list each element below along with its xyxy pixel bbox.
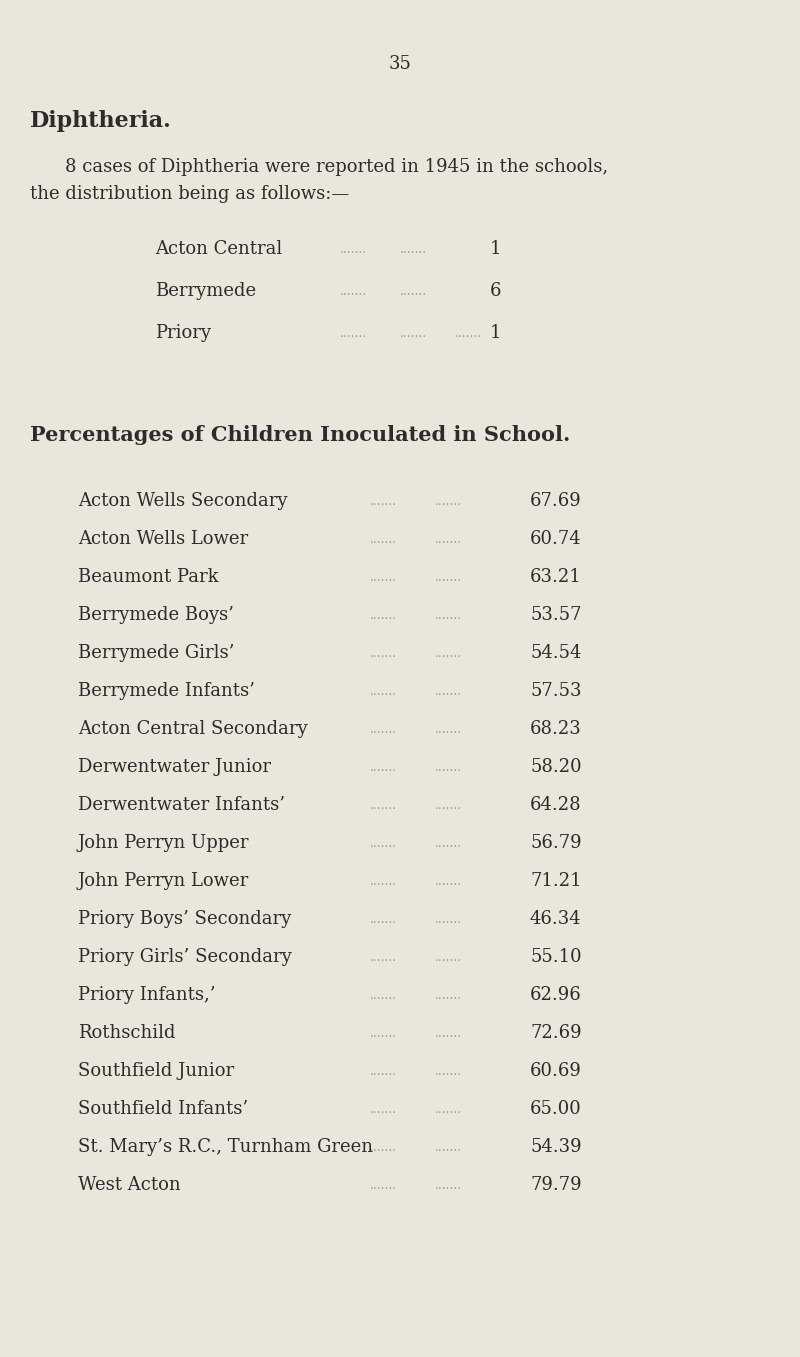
Text: .......: ....... [435,913,462,925]
Text: .......: ....... [370,1103,397,1115]
Text: St. Mary’s R.C., Turnham Green: St. Mary’s R.C., Turnham Green [78,1139,373,1156]
Text: 53.57: 53.57 [530,607,582,624]
Text: .......: ....... [435,495,462,508]
Text: .......: ....... [400,243,427,256]
Text: Southfield Junior: Southfield Junior [78,1063,234,1080]
Text: Berrymede Boys’: Berrymede Boys’ [78,607,234,624]
Text: 6: 6 [490,282,502,300]
Text: .......: ....... [370,723,397,735]
Text: .......: ....... [370,951,397,963]
Text: .......: ....... [370,913,397,925]
Text: .......: ....... [435,533,462,546]
Text: .......: ....... [370,685,397,697]
Text: .......: ....... [370,761,397,773]
Text: .......: ....... [400,285,427,299]
Text: .......: ....... [370,1141,397,1153]
Text: 60.69: 60.69 [530,1063,582,1080]
Text: .......: ....... [370,799,397,811]
Text: 72.69: 72.69 [530,1025,582,1042]
Text: Berrymede: Berrymede [155,282,256,300]
Text: John Perryn Lower: John Perryn Lower [78,873,250,890]
Text: .......: ....... [370,647,397,660]
Text: Acton Central Secondary: Acton Central Secondary [78,721,308,738]
Text: Diphtheria.: Diphtheria. [30,110,172,132]
Text: 1: 1 [490,324,502,342]
Text: Beaumont Park: Beaumont Park [78,569,218,586]
Text: .......: ....... [435,837,462,849]
Text: 8 cases of Diphtheria were reported in 1945 in the schools,: 8 cases of Diphtheria were reported in 1… [65,157,608,176]
Text: 71.21: 71.21 [530,873,582,890]
Text: Derwentwater Junior: Derwentwater Junior [78,759,271,776]
Text: .......: ....... [435,989,462,1001]
Text: 35: 35 [389,56,411,73]
Text: Priory Boys’ Secondary: Priory Boys’ Secondary [78,911,291,928]
Text: .......: ....... [340,243,367,256]
Text: .......: ....... [370,1179,397,1191]
Text: Acton Wells Lower: Acton Wells Lower [78,531,248,548]
Text: 46.34: 46.34 [530,911,582,928]
Text: 67.69: 67.69 [530,493,582,510]
Text: .......: ....... [435,1179,462,1191]
Text: Acton Central: Acton Central [155,240,282,258]
Text: .......: ....... [340,327,367,341]
Text: Berrymede Girls’: Berrymede Girls’ [78,645,234,662]
Text: .......: ....... [435,875,462,887]
Text: 56.79: 56.79 [530,835,582,852]
Text: Rothschild: Rothschild [78,1025,175,1042]
Text: .......: ....... [435,1065,462,1077]
Text: Priory Infants,’: Priory Infants,’ [78,987,216,1004]
Text: 65.00: 65.00 [530,1101,582,1118]
Text: .......: ....... [435,571,462,584]
Text: .......: ....... [370,495,397,508]
Text: .......: ....... [370,609,397,622]
Text: .......: ....... [435,1103,462,1115]
Text: .......: ....... [435,609,462,622]
Text: .......: ....... [435,647,462,660]
Text: Acton Wells Secondary: Acton Wells Secondary [78,493,287,510]
Text: .......: ....... [400,327,427,341]
Text: Percentages of Children Inoculated in School.: Percentages of Children Inoculated in Sc… [30,425,570,445]
Text: 54.54: 54.54 [530,645,582,662]
Text: the distribution being as follows:—: the distribution being as follows:— [30,185,350,204]
Text: Berrymede Infants’: Berrymede Infants’ [78,683,255,700]
Text: .......: ....... [435,685,462,697]
Text: 62.96: 62.96 [530,987,582,1004]
Text: .......: ....... [370,989,397,1001]
Text: .......: ....... [370,533,397,546]
Text: 63.21: 63.21 [530,569,582,586]
Text: Southfield Infants’: Southfield Infants’ [78,1101,248,1118]
Text: .......: ....... [435,1027,462,1039]
Text: .......: ....... [435,1141,462,1153]
Text: John Perryn Upper: John Perryn Upper [78,835,250,852]
Text: .......: ....... [370,1065,397,1077]
Text: 79.79: 79.79 [530,1177,582,1194]
Text: 60.74: 60.74 [530,531,582,548]
Text: .......: ....... [370,875,397,887]
Text: .......: ....... [455,327,482,341]
Text: .......: ....... [435,761,462,773]
Text: 57.53: 57.53 [530,683,582,700]
Text: 1: 1 [490,240,502,258]
Text: 55.10: 55.10 [530,949,582,966]
Text: 68.23: 68.23 [530,721,582,738]
Text: 58.20: 58.20 [530,759,582,776]
Text: 64.28: 64.28 [530,797,582,814]
Text: Derwentwater Infants’: Derwentwater Infants’ [78,797,285,814]
Text: .......: ....... [370,1027,397,1039]
Text: 54.39: 54.39 [530,1139,582,1156]
Text: .......: ....... [435,951,462,963]
Text: .......: ....... [435,723,462,735]
Text: .......: ....... [340,285,367,299]
Text: .......: ....... [370,837,397,849]
Text: West Acton: West Acton [78,1177,181,1194]
Text: .......: ....... [370,571,397,584]
Text: .......: ....... [435,799,462,811]
Text: Priory Girls’ Secondary: Priory Girls’ Secondary [78,949,292,966]
Text: Priory: Priory [155,324,211,342]
